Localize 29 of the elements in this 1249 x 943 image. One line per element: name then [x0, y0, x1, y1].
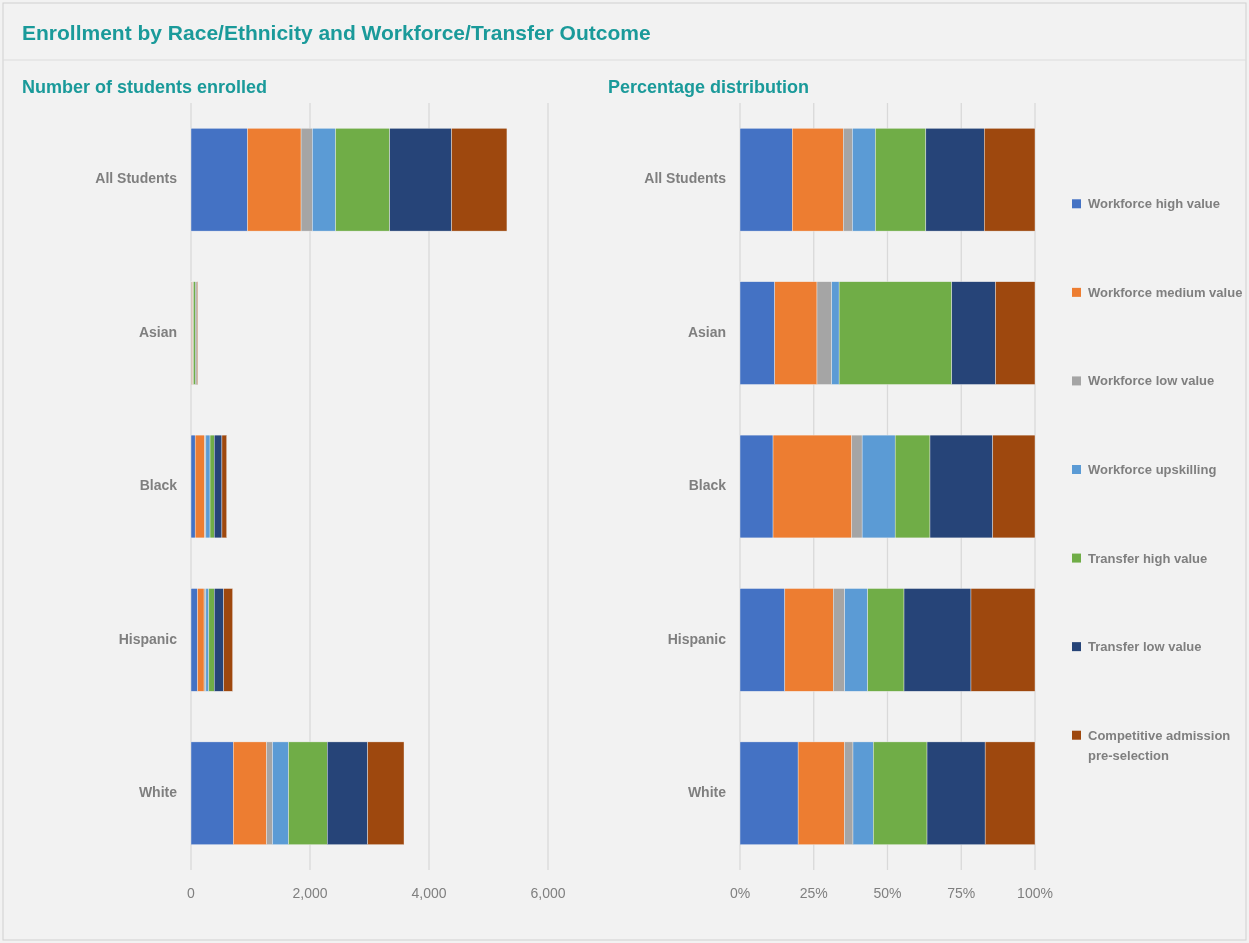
- legend-label: Transfer high value: [1088, 550, 1208, 566]
- y-tick-label: White: [138, 784, 178, 800]
- y-tick-label: Black: [139, 477, 178, 494]
- x-tick-label: 4,000: [411, 885, 447, 901]
- y-tick-label: Asian: [138, 323, 177, 340]
- y-tick-label: Asian: [687, 323, 726, 340]
- x-tick-label: 25%: [799, 885, 828, 901]
- legend-label: Workforce high value: [1088, 196, 1220, 212]
- y-tick-label: Hispanic: [667, 630, 727, 647]
- x-tick-label: 6,000: [530, 885, 566, 901]
- x-tick-label: 2,000: [292, 885, 328, 901]
- y-tick-label: All Students: [644, 170, 727, 187]
- x-tick-label: 100%: [1017, 885, 1053, 901]
- legend-label: Competitive admission pre-selection: [1088, 727, 1231, 763]
- x-tick-label: 0%: [729, 885, 751, 901]
- y-tick-label: White: [687, 784, 727, 800]
- legend-label: Transfer low value: [1088, 639, 1202, 655]
- y-tick-label: Hispanic: [118, 630, 178, 647]
- chart-title: Enrollment by Race/Ethnicity and Workforce/Transfer Outcome: [22, 21, 651, 44]
- legend-label: Workforce upskilling: [1088, 462, 1217, 477]
- legend-label: Workforce low value: [1088, 373, 1215, 389]
- y-tick-label: Black: [688, 477, 727, 494]
- x-tick-label: 75%: [947, 885, 976, 901]
- chart-subtitle: Number of students enrolled: [22, 77, 268, 97]
- chart-title: Percentage distribution: [608, 77, 810, 97]
- x-tick-label: 50%: [873, 885, 902, 901]
- x-tick-label: 0: [187, 885, 196, 901]
- legend-label: Workforce medium value: [1088, 284, 1243, 300]
- y-tick-label: All Students: [95, 170, 178, 187]
